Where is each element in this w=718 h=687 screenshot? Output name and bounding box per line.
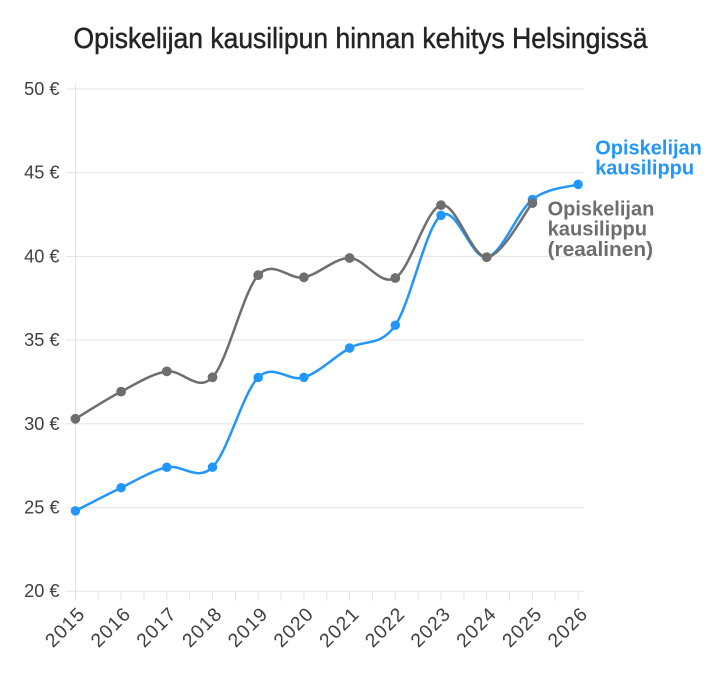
svg-text:(reaalinen): (reaalinen) (548, 239, 654, 261)
svg-text:25 €: 25 € (24, 498, 59, 518)
svg-text:50 €: 50 € (24, 79, 59, 99)
svg-text:Opiskelijan kausilipun hinnan: Opiskelijan kausilipun hinnan kehitys He… (74, 23, 648, 55)
svg-text:Opiskelijan: Opiskelijan (595, 137, 702, 159)
svg-text:40 €: 40 € (24, 246, 59, 266)
svg-text:20 €: 20 € (24, 581, 59, 601)
svg-text:kausilippu: kausilippu (595, 158, 694, 180)
svg-text:Opiskelijan: Opiskelijan (548, 199, 655, 221)
svg-text:kausilippu: kausilippu (548, 219, 648, 241)
svg-text:35 €: 35 € (24, 330, 59, 350)
svg-text:45 €: 45 € (24, 163, 59, 183)
svg-text:30 €: 30 € (24, 414, 59, 434)
